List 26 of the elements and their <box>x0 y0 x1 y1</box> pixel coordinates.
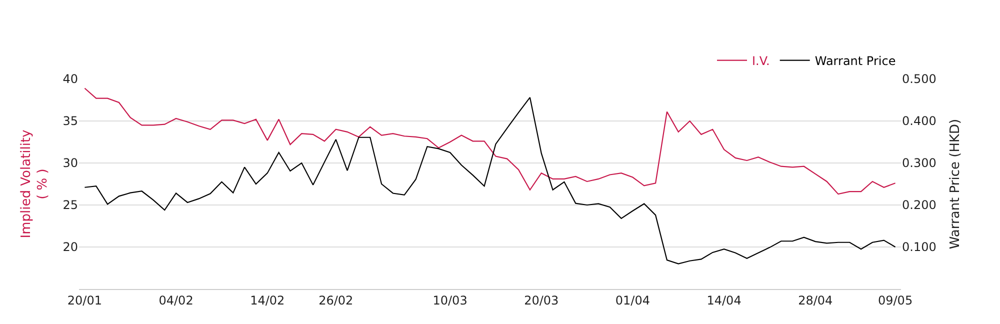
line-series <box>84 88 896 195</box>
x-tick-label: 20/03 <box>524 293 559 308</box>
y-tick-label: 35 <box>62 114 78 128</box>
y-tick-label: 25 <box>62 198 78 212</box>
y2-tick-label: 0.200 <box>902 198 936 212</box>
x-tick-label: 10/03 <box>432 293 468 308</box>
legend-label: Warrant Price <box>814 54 896 68</box>
y-tick-label: 20 <box>62 240 78 254</box>
x-tick-label: 20/01 <box>67 293 102 308</box>
y2-tick-label: 0.100 <box>902 240 936 254</box>
x-tick-label: 26/02 <box>318 293 354 308</box>
y2-tick-label: 0.400 <box>902 114 936 128</box>
x-tick-label: 04/02 <box>158 293 194 308</box>
y2-tick-label: 0.500 <box>902 72 936 86</box>
y2-axis-title: Warrant Price (HKD) <box>948 118 963 250</box>
y-axis-title: Implied Volatility ( % ) <box>18 129 51 238</box>
y-tick-label: 40 <box>62 72 78 86</box>
line-series <box>84 96 896 264</box>
y-tick-label: 30 <box>62 156 78 170</box>
y2-tick-label: 0.300 <box>902 156 936 170</box>
x-tick-label: 28/04 <box>798 293 833 308</box>
legend-label: I.V. <box>752 54 770 68</box>
x-tick-label: 14/02 <box>250 293 285 308</box>
x-tick-label: 14/04 <box>706 293 742 308</box>
x-tick-label: 01/04 <box>615 293 650 308</box>
x-tick-label: 09/05 <box>878 293 913 308</box>
